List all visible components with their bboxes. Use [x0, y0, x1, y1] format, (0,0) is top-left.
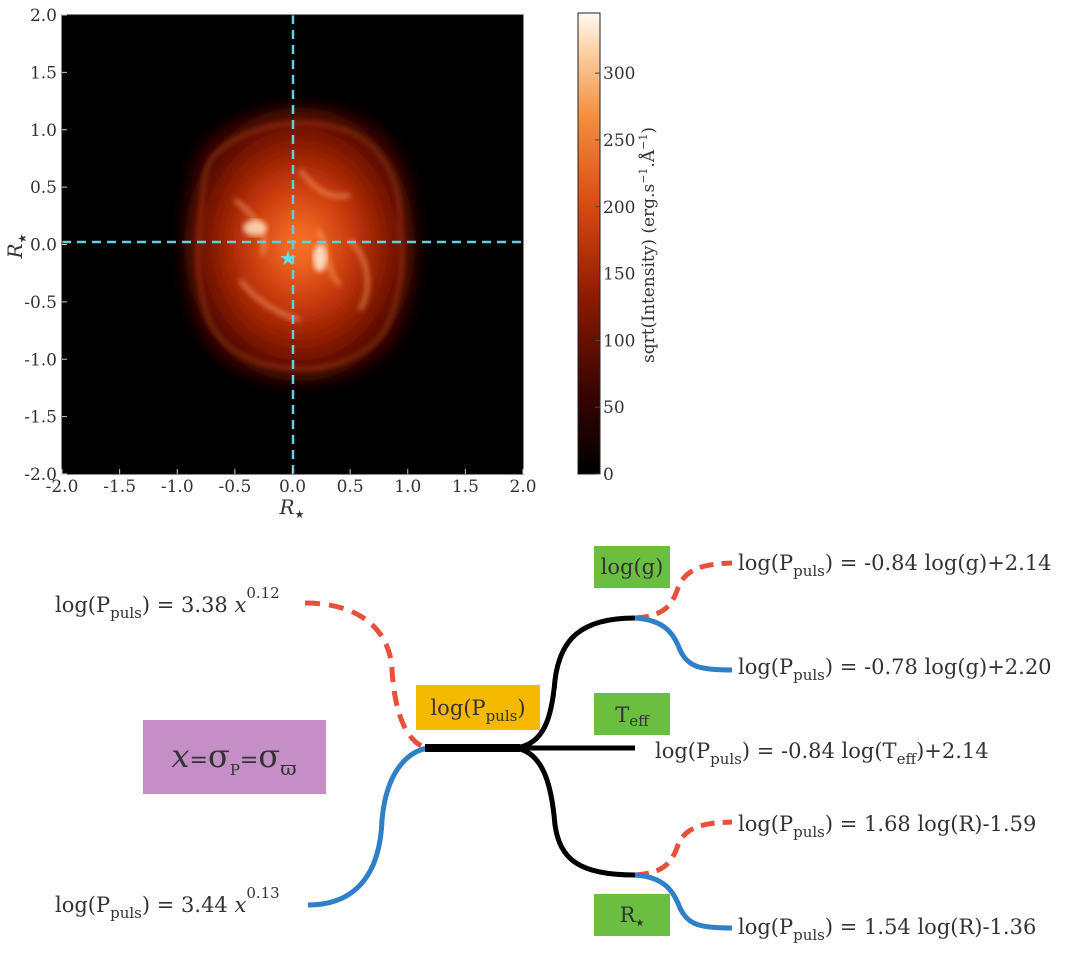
x-tick-label: -2.0 [46, 477, 79, 497]
colorbar-ticks: 0 50 100 150 200 250 300 [595, 64, 635, 485]
regression-tree-diagram: x=σP=σϖ log(Ppuls) log(g) Teff R★ log(Pp… [55, 546, 1052, 944]
colorbar-gradient [577, 12, 601, 475]
teff-box [594, 693, 670, 735]
log-g-box-label: log(g) [601, 555, 664, 579]
y-tick-label: 2.0 [30, 6, 57, 26]
stellar-surface-image: ★ [62, 15, 523, 474]
y-tick-label: 1.5 [30, 63, 57, 83]
rstar-box-label: R★ [620, 903, 645, 929]
equation-teff: log(Ppuls) = -0.84 log(Teff)+2.14 [655, 739, 989, 768]
stellar-disk-rim [197, 122, 403, 370]
y-axis-ticks: 2.0 1.5 1.0 0.5 0.0 -0.5 -1.0 -1.5 -2.0 [24, 6, 67, 485]
connector-r-bottom-solid [634, 872, 733, 931]
connector-left-top-dashed [304, 600, 429, 751]
equation-g-top: log(Ppuls) = -0.84 log(g)+2.14 [738, 551, 1052, 580]
y-tick-label: 1.0 [30, 121, 57, 141]
connector-left-bottom-solid [307, 745, 429, 908]
y-tick-label: -0.5 [24, 293, 57, 313]
y-tick-label: -1.5 [24, 408, 57, 428]
x-tick-label: 1.0 [394, 477, 421, 497]
equation-left-top: log(Ppuls) = 3.38 x0.12 [55, 584, 280, 622]
equation-r-bottom: log(Ppuls) = 1.54 log(R)-1.36 [738, 915, 1036, 944]
y-tick-label: 0.5 [30, 178, 57, 198]
y-tick-label: -1.0 [24, 350, 57, 370]
connector-g-bottom-solid [634, 615, 733, 673]
log-ppuls-box [416, 685, 540, 730]
colorbar-tick-label: 50 [603, 398, 625, 418]
colorbar-tick-label: 250 [603, 131, 635, 151]
connector-g-top-dashed [634, 560, 733, 621]
x-definition-box [143, 720, 326, 794]
equation-g-bottom: log(Ppuls) = -0.78 log(g)+2.20 [738, 655, 1052, 684]
colorbar-tick-label: 200 [603, 198, 635, 218]
colorbar-tick-label: 100 [603, 331, 635, 351]
equation-left-bottom: log(Ppuls) = 3.44 x0.13 [55, 884, 280, 922]
colorbar: 0 50 100 150 200 250 300 sqrt(Intensity) (erg.… [577, 12, 659, 485]
x-tick-label: 0.0 [279, 477, 306, 497]
y-tick-label: -2.0 [24, 465, 57, 485]
colorbar-tick-label: 300 [603, 64, 635, 84]
y-axis-label: R★ [3, 233, 29, 259]
y-tick-label: 0.0 [30, 236, 57, 256]
x-tick-label: -0.5 [218, 477, 251, 497]
intensity-map-panel: ★ -2.0 -1.5 -1.0 -0.5 0.0 0.5 1.0 1.5 2.0 2.0 1.5… [3, 6, 537, 521]
x-definition-text: x=σP=σϖ [171, 737, 296, 780]
equation-r-top: log(Ppuls) = 1.68 log(R)-1.59 [738, 812, 1036, 841]
connector-r-top-dashed [634, 819, 733, 878]
x-tick-label: 0.5 [337, 477, 364, 497]
colorbar-label: sqrt(Intensity) (erg.s−1.Å−1) [637, 127, 659, 363]
colorbar-tick-label: 0 [603, 465, 614, 485]
connector-branch-r [514, 745, 636, 878]
x-tick-label: -1.5 [103, 477, 136, 497]
bright-spot-left [243, 220, 267, 236]
x-tick-label: 2.0 [509, 477, 536, 497]
stellar-disk-glow [183, 106, 416, 383]
teff-box-label: Teff [615, 703, 650, 730]
rstar-box [594, 894, 670, 936]
bright-spot-right [313, 244, 327, 272]
x-tick-label: -1.0 [161, 477, 194, 497]
x-axis-ticks: -2.0 -1.5 -1.0 -0.5 0.0 0.5 1.0 1.5 2.0 [46, 469, 537, 497]
connector-branch-g [514, 615, 636, 751]
x-tick-label: 1.5 [452, 477, 479, 497]
log-ppuls-box-label: log(Ppuls) [430, 696, 525, 725]
colorbar-tick-label: 150 [603, 265, 635, 285]
log-g-box [594, 546, 670, 588]
x-axis-label: R★ [279, 495, 305, 521]
star-marker-icon: ★ [279, 246, 297, 270]
